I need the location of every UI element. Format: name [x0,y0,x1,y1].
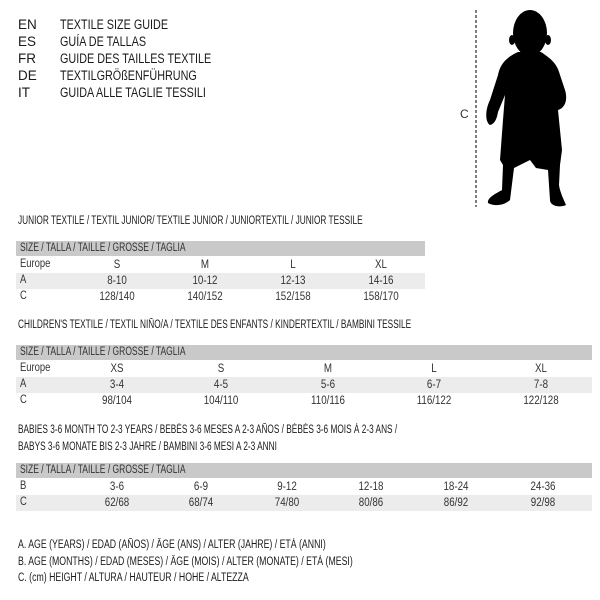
row-label: C [20,290,27,302]
cell: 116/122 [416,395,452,407]
lang-title: TEXTILGRÖßENFÜHRUNG [60,68,197,83]
row-label: A [20,274,27,286]
cell: 152/158 [275,291,311,303]
cell: 6-7 [426,379,442,391]
lang-title: TEXTILE SIZE GUIDE [60,17,169,32]
cell: 5-6 [320,379,336,391]
junior-title: JUNIOR TEXTILE / TEXTIL JUNIOR/ TEXTILE … [18,215,363,227]
cell: XL [535,363,547,375]
row-label: Europe [20,362,51,374]
cell: 128/140 [99,291,135,303]
child-silhouette-icon [475,10,567,207]
cell: XL [375,259,387,271]
cell: 80/86 [358,497,384,509]
size-header-text: SIZE / TALLA / TAILLE / GRÖSSE / TAGLIA [20,464,186,476]
children-size-header: SIZE / TALLA / TAILLE / GRÖSSE / TAGLIA [16,345,592,360]
lang-title: GUIDA ALLE TAGLIE TESSILI [60,85,206,100]
cell: 140/152 [187,291,223,303]
cell: 62/68 [104,497,130,509]
row-label: Europe [20,258,51,270]
cell: 7-8 [533,379,549,391]
table-row: Europe S M L XL [16,257,425,273]
cell: 8-10 [107,275,127,287]
table-row: A 3-4 4-5 5-6 6-7 7-8 [16,377,592,393]
row-label: C [20,496,27,508]
body [486,52,567,207]
cell: 110/116 [311,395,345,407]
cell: 3-6 [109,481,125,493]
babies-size-header: SIZE / TALLA / TAILLE / GRÖSSE / TAGLIA [16,463,592,478]
legend-c: C. (cm) HEIGHT / ALTURA / HAUTEUR / HÖHE… [18,572,249,584]
cell: 74/80 [274,497,300,509]
lang-code: IT [18,85,30,100]
cell: 24-36 [530,481,556,493]
height-label: C [460,107,469,121]
lang-code: DE [18,68,37,83]
cell: 122/128 [523,395,559,407]
cell: 18-24 [443,481,469,493]
table-row: C 62/68 68/74 74/80 80/86 86/92 92/98 [16,495,592,511]
cell: XS [110,363,124,375]
lang-code: ES [18,34,37,49]
size-header-text: SIZE / TALLA / TAILLE / GRÖSSE / TAGLIA [20,242,186,254]
cell: M [323,363,333,375]
cell: S [217,363,225,375]
legend-b: B. AGE (MONTHS) / EDAD (MESES) / ÂGE (MO… [18,556,353,568]
table-row: C 98/104 104/110 110/116 116/122 122/128 [16,393,592,409]
cell: 92/98 [530,497,556,509]
lang-title: GUIDE DES TAILLES TEXTILE [60,51,212,66]
cell: S [113,259,121,271]
cell: 3-4 [109,379,125,391]
row-label: C [20,394,27,406]
cell: 68/74 [188,497,214,509]
row-label: A [20,378,27,390]
junior-size-header: SIZE / TALLA / TAILLE / GRÖSSE / TAGLIA [16,241,425,256]
cell: 158/170 [363,291,399,303]
size-header-text: SIZE / TALLA / TAILLE / GRÖSSE / TAGLIA [20,346,186,358]
lang-code: FR [18,51,36,66]
cell: 104/110 [203,395,239,407]
legend-a: A. AGE (YEARS) / EDAD (AÑOS) / ÂGE (ANS)… [18,539,326,551]
babies-title-line1: BABIES 3-6 MONTH TO 2-3 YEARS / BEBÉS 3-… [18,424,398,436]
children-title: CHILDREN'S TEXTILE / TEXTIL NIÑO/A / TEX… [18,319,412,331]
cell: 12-13 [280,275,306,287]
cell: M [200,259,210,271]
table-row: A 8-10 10-12 12-13 14-16 [16,273,425,289]
cell: 4-5 [213,379,229,391]
cell: 10-12 [192,275,218,287]
cell: L [431,363,437,375]
cell: 98/104 [102,395,132,407]
cell: 9-12 [277,481,297,493]
table-row: C 128/140 140/152 152/158 158/170 [16,289,425,305]
lang-code: EN [18,17,37,32]
babies-title-line2: BABYS 3-6 MONATE BIS 2-3 JAHRE / BAMBINI… [18,441,277,453]
row-label: B [20,480,27,492]
table-row: B 3-6 6-9 9-12 12-18 18-24 24-36 [16,479,592,495]
cell: 12-18 [358,481,384,493]
table-row: Europe XS S M L XL [16,361,592,377]
cell: 86/92 [443,497,469,509]
cell: 6-9 [193,481,209,493]
head [513,10,547,56]
lang-title: GUÍA DE TALLAS [60,34,147,49]
cell: 14-16 [368,275,394,287]
cell: L [290,259,296,271]
